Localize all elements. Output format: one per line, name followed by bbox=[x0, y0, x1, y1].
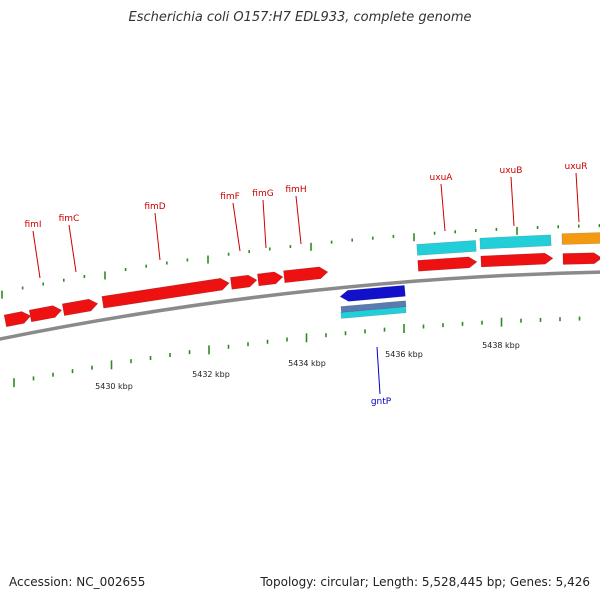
gene-arrow-fimA[interactable] bbox=[3, 310, 32, 328]
gene-label-fimG[interactable]: fimG bbox=[252, 189, 273, 199]
gene-cds-bar-uxuB[interactable] bbox=[479, 234, 552, 250]
outer-tick-ring bbox=[1, 224, 600, 299]
gene-arrow-fimI[interactable] bbox=[28, 304, 63, 323]
gene-arrow-gntP[interactable] bbox=[339, 285, 406, 302]
label-leader-uxuR bbox=[575, 172, 580, 223]
gene-arrow-fimH[interactable] bbox=[283, 266, 329, 283]
gene-label-fimC[interactable]: fimC bbox=[59, 214, 80, 224]
inner-tick-ring bbox=[13, 316, 581, 388]
gene-label-uxuR[interactable]: uxuR bbox=[565, 162, 588, 172]
gene-arrow-fimD[interactable] bbox=[101, 277, 230, 309]
label-leader-gntP bbox=[376, 346, 381, 395]
label-leader-fimH bbox=[295, 195, 302, 245]
gene-cds-bar-uxuR[interactable] bbox=[561, 232, 600, 245]
label-leader-fimG bbox=[262, 199, 267, 249]
gene-arrow-fimG[interactable] bbox=[257, 271, 284, 287]
gene-cds-bar-uxuA[interactable] bbox=[416, 240, 477, 256]
gene-label-fimF[interactable]: fimF bbox=[220, 192, 240, 202]
gene-label-fimH[interactable]: fimH bbox=[285, 185, 306, 195]
gene-label-fimI[interactable]: fimI bbox=[24, 220, 41, 230]
feature-layer bbox=[3, 232, 600, 328]
scale-label: 5434 kbp bbox=[288, 359, 326, 368]
label-leader-fimD bbox=[154, 212, 161, 261]
scale-label: 5436 kbp bbox=[385, 350, 423, 359]
gene-label-fimD[interactable]: fimD bbox=[144, 202, 165, 212]
scale-label: 5432 kbp bbox=[192, 370, 230, 379]
label-leader-uxuB bbox=[510, 176, 515, 227]
genome-summary-text: Topology: circular; Length: 5,528,445 bp… bbox=[260, 575, 590, 589]
genome-backbone bbox=[0, 270, 600, 341]
gene-label-uxuA[interactable]: uxuA bbox=[430, 173, 454, 183]
map-title: Escherichia coli O157:H7 EDL933, complet… bbox=[128, 10, 472, 25]
scale-label: 5430 kbp bbox=[95, 382, 133, 391]
gene-arrow-fimC[interactable] bbox=[61, 298, 99, 316]
label-leader-fimC bbox=[68, 224, 77, 273]
gene-label-gntP[interactable]: gntP bbox=[371, 397, 392, 407]
gene-label-uxuB[interactable]: uxuB bbox=[500, 166, 523, 176]
accession-text: Accession: NC_002655 bbox=[9, 575, 146, 589]
label-leader-uxuA bbox=[440, 183, 446, 232]
gene-arrow-fimF[interactable] bbox=[230, 274, 258, 290]
gene-arrow-uxuB[interactable] bbox=[480, 252, 554, 268]
gene-cds-bar-gntP[interactable] bbox=[340, 306, 407, 319]
label-leader-fimF bbox=[232, 202, 241, 252]
label-leader-fimI bbox=[32, 230, 41, 279]
scale-label: 5438 kbp bbox=[482, 341, 520, 350]
gene-arrow-uxuR[interactable] bbox=[562, 252, 600, 265]
label-layer: fimI fimC fimD fimF fimG fimH gntP uxuA uxuB uxuR… bbox=[24, 162, 587, 407]
gene-arrow-uxuA[interactable] bbox=[417, 256, 478, 272]
